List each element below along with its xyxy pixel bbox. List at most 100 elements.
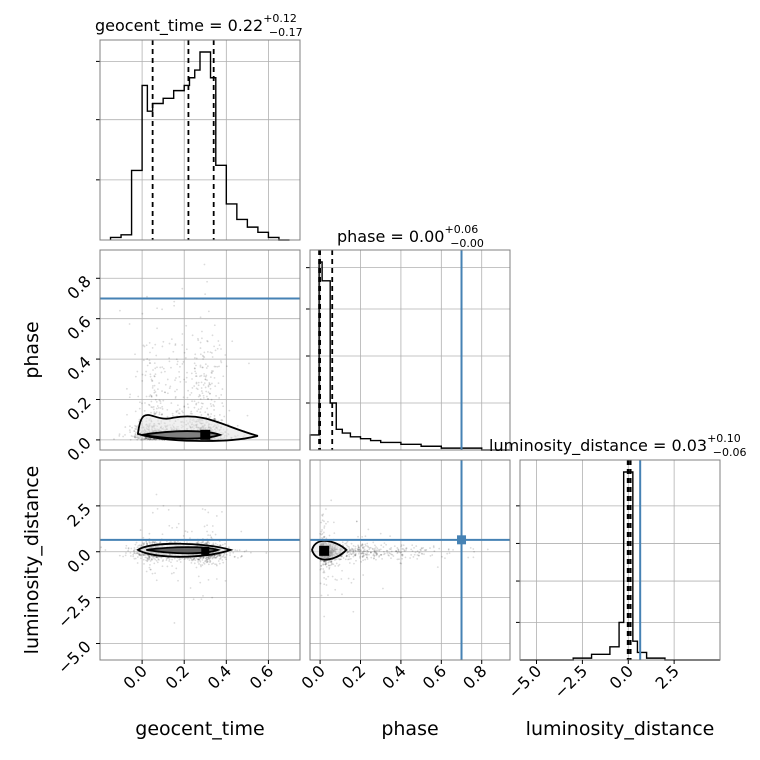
sample-point	[198, 558, 201, 560]
sample-point	[373, 554, 376, 557]
sample-point	[388, 551, 390, 554]
sample-point	[227, 423, 230, 426]
sample-point	[438, 547, 441, 550]
sample-point	[202, 556, 204, 559]
sample-point	[331, 562, 333, 565]
density-peak	[319, 545, 330, 556]
sample-point	[170, 561, 172, 564]
sample-point	[401, 554, 404, 557]
sample-point	[149, 351, 151, 354]
sample-point	[182, 411, 184, 414]
sample-point	[148, 542, 151, 544]
sample-point	[211, 557, 214, 560]
sample-point	[382, 546, 385, 548]
sample-point	[207, 578, 210, 581]
sample-point	[190, 410, 193, 413]
sample-point	[421, 547, 423, 550]
sample-point	[125, 547, 127, 550]
sample-point	[319, 582, 322, 585]
sample-point	[373, 553, 375, 555]
sample-point	[213, 409, 215, 411]
sample-point	[368, 546, 371, 549]
sample-point	[149, 394, 152, 396]
sample-point	[135, 431, 137, 434]
sample-point	[328, 568, 331, 570]
sample-point	[205, 557, 208, 560]
sample-point	[168, 558, 171, 561]
sample-point	[153, 562, 156, 565]
sample-point	[159, 400, 162, 402]
sample-point	[197, 381, 200, 384]
sample-point	[389, 548, 392, 551]
sample-point	[129, 551, 132, 554]
sample-point	[385, 549, 388, 552]
sample-point	[132, 555, 135, 558]
sample-point	[432, 546, 435, 549]
sample-point	[320, 565, 322, 567]
sample-point	[205, 558, 208, 561]
sample-point	[396, 547, 399, 549]
sample-point	[206, 541, 209, 544]
sample-point	[381, 557, 384, 560]
sample-point	[352, 552, 355, 554]
sample-point	[354, 549, 357, 552]
sample-point	[153, 389, 156, 392]
sample-point	[380, 553, 383, 556]
sample-point	[204, 386, 207, 389]
sample-point	[134, 543, 137, 546]
sample-point	[338, 557, 340, 560]
sample-point	[149, 438, 152, 441]
sample-point	[216, 544, 219, 546]
sample-point	[220, 394, 223, 396]
sample-point	[213, 377, 216, 379]
sample-point	[340, 558, 342, 561]
sample-point	[350, 547, 353, 550]
sample-point	[206, 558, 209, 561]
sample-point	[221, 543, 224, 546]
sample-point	[104, 549, 107, 551]
sample-point	[128, 323, 131, 325]
sample-point	[179, 505, 182, 507]
sample-point	[145, 437, 148, 439]
sample-point	[322, 560, 325, 563]
sample-point	[410, 554, 413, 556]
sample-point	[400, 596, 402, 599]
sample-point	[171, 558, 173, 561]
sample-point	[204, 378, 207, 381]
sample-point	[119, 309, 121, 312]
sample-point	[147, 555, 150, 558]
sample-point	[134, 552, 137, 555]
sample-point	[129, 393, 132, 396]
sample-point	[208, 392, 211, 395]
sample-point	[204, 363, 207, 366]
panel-phase-vs-geocent-time-frame	[99, 249, 301, 451]
sample-point	[209, 403, 212, 405]
sample-point	[185, 557, 188, 560]
sample-point	[208, 542, 211, 545]
sample-point	[145, 436, 148, 439]
sample-point	[363, 546, 366, 548]
sample-point	[396, 551, 399, 554]
sample-point	[178, 412, 181, 415]
sample-point	[193, 362, 196, 365]
sample-point	[347, 577, 350, 580]
sample-point	[128, 396, 131, 399]
sample-point	[410, 548, 413, 551]
sample-point	[151, 438, 154, 441]
sample-point	[215, 578, 218, 580]
histogram-phase	[309, 261, 510, 451]
sample-point	[361, 546, 364, 549]
sample-point	[205, 556, 208, 559]
sample-point	[204, 560, 206, 563]
sample-point	[213, 556, 216, 559]
sample-point	[122, 435, 125, 438]
sample-point	[389, 552, 392, 555]
sample-point	[422, 546, 425, 549]
sample-point	[137, 436, 140, 439]
sample-point	[148, 540, 151, 543]
sample-point	[146, 557, 149, 560]
sample-point	[332, 563, 335, 566]
sample-point	[138, 407, 141, 410]
sample-point	[181, 333, 184, 335]
sample-point	[216, 365, 219, 368]
